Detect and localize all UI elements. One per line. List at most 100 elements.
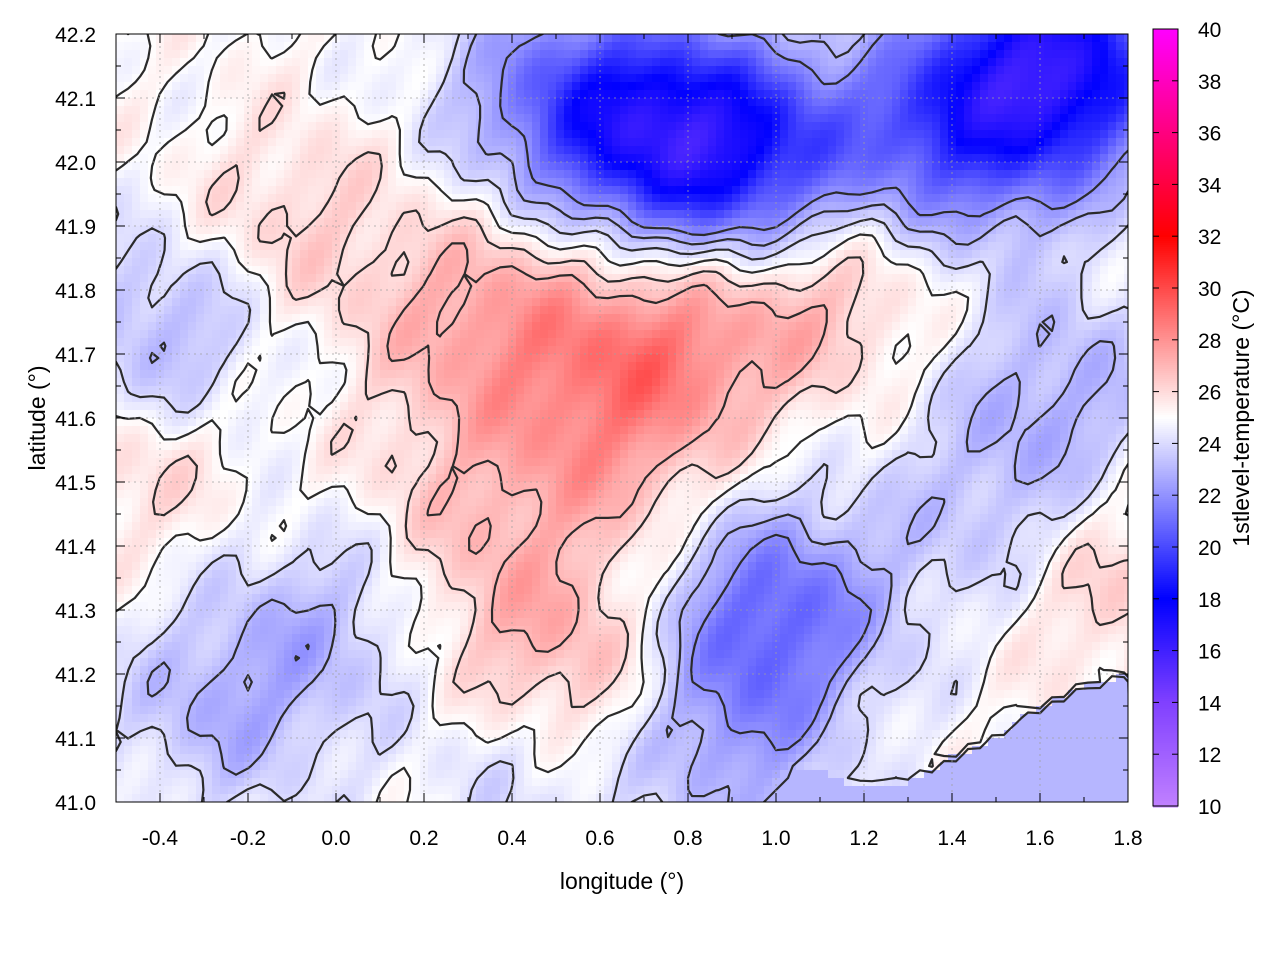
heatmap-cell [932, 274, 941, 283]
heatmap-cell [500, 98, 509, 107]
heatmap-cell [324, 186, 333, 195]
heatmap-cell [1068, 58, 1077, 67]
heatmap-cell [172, 242, 181, 251]
heatmap-cell [348, 218, 357, 227]
heatmap-cell [868, 298, 877, 307]
heatmap-cell [900, 234, 909, 243]
heatmap-cell [1100, 210, 1109, 219]
heatmap-cell [124, 298, 133, 307]
heatmap-cell [860, 274, 869, 283]
heatmap-cell [196, 314, 205, 323]
heatmap-cell [460, 170, 469, 179]
heatmap-cell [692, 306, 701, 315]
heatmap-cell [644, 66, 653, 75]
heatmap-cell [1116, 210, 1125, 219]
heatmap-cell [492, 90, 501, 99]
heatmap-cell [1028, 186, 1037, 195]
heatmap-cell [236, 186, 245, 195]
heatmap-cell [692, 114, 701, 123]
heatmap-cell [668, 34, 677, 43]
heatmap-cell [532, 202, 541, 211]
heatmap-cell [932, 186, 941, 195]
heatmap-cell [852, 298, 861, 307]
heatmap-cell [964, 106, 973, 115]
heatmap-cell [676, 138, 685, 147]
heatmap-cell [500, 74, 509, 83]
heatmap-cell [636, 338, 645, 347]
heatmap-cell [980, 130, 989, 139]
heatmap-cell [460, 146, 469, 155]
heatmap-cell [1092, 234, 1101, 243]
heatmap-cell [876, 162, 885, 171]
heatmap-cell [884, 34, 893, 43]
heatmap-cell [516, 66, 525, 75]
heatmap-cell [348, 34, 357, 43]
heatmap-cell [692, 242, 701, 251]
heatmap-cell [116, 146, 125, 155]
heatmap-cell [268, 162, 277, 171]
heatmap-cell [676, 298, 685, 307]
heatmap-cell [1084, 234, 1093, 243]
heatmap-cell [748, 194, 757, 203]
heatmap-cell [796, 290, 805, 299]
heatmap-cell [796, 298, 805, 307]
heatmap-cell [844, 138, 853, 147]
heatmap-cell [292, 138, 301, 147]
heatmap-cell [652, 242, 661, 251]
heatmap-cell [148, 130, 157, 139]
heatmap-cell [204, 154, 213, 163]
heatmap-cell [348, 234, 357, 243]
heatmap-cell [260, 290, 269, 299]
heatmap-cell [1028, 202, 1037, 211]
heatmap-cell [228, 178, 237, 187]
heatmap-cell [132, 330, 141, 339]
heatmap-cell [604, 178, 613, 187]
heatmap-cell [804, 130, 813, 139]
heatmap-cell [524, 210, 533, 219]
heatmap-cell [884, 282, 893, 291]
heatmap-cell [452, 146, 461, 155]
heatmap-cell [316, 34, 325, 43]
heatmap-cell [380, 106, 389, 115]
heatmap-cell [140, 266, 149, 275]
heatmap-cell [676, 186, 685, 195]
heatmap-cell [796, 322, 805, 331]
heatmap-cell [644, 186, 653, 195]
heatmap-cell [300, 42, 309, 51]
heatmap-cell [436, 98, 445, 107]
heatmap-cell [596, 146, 605, 155]
heatmap-cell [132, 322, 141, 331]
heatmap-cell [892, 338, 901, 347]
heatmap-cell [308, 346, 317, 355]
heatmap-cell [996, 266, 1005, 275]
heatmap-cell [764, 66, 773, 75]
heatmap-cell [460, 194, 469, 203]
heatmap-cell [1044, 218, 1053, 227]
heatmap-cell [652, 274, 661, 283]
heatmap-cell [940, 298, 949, 307]
heatmap-cell [916, 50, 925, 59]
heatmap-cell [916, 258, 925, 267]
heatmap-cell [1028, 138, 1037, 147]
heatmap-cell [332, 50, 341, 59]
heatmap-cell [444, 306, 453, 315]
heatmap-cell [876, 170, 885, 179]
heatmap-cell [780, 154, 789, 163]
heatmap-cell [820, 210, 829, 219]
heatmap-cell [116, 186, 125, 195]
heatmap-cell [956, 282, 965, 291]
heatmap-cell [668, 162, 677, 171]
heatmap-cell [572, 290, 581, 299]
heatmap-cell [268, 58, 277, 67]
heatmap-cell [900, 266, 909, 275]
heatmap-cell [524, 122, 533, 131]
heatmap-cell [252, 130, 261, 139]
heatmap-cell [804, 274, 813, 283]
heatmap-cell [908, 34, 917, 43]
heatmap-cell [652, 202, 661, 211]
heatmap-cell [380, 162, 389, 171]
heatmap-cell [452, 122, 461, 131]
heatmap-cell [220, 194, 229, 203]
heatmap-cell [1044, 106, 1053, 115]
heatmap-cell [452, 162, 461, 171]
